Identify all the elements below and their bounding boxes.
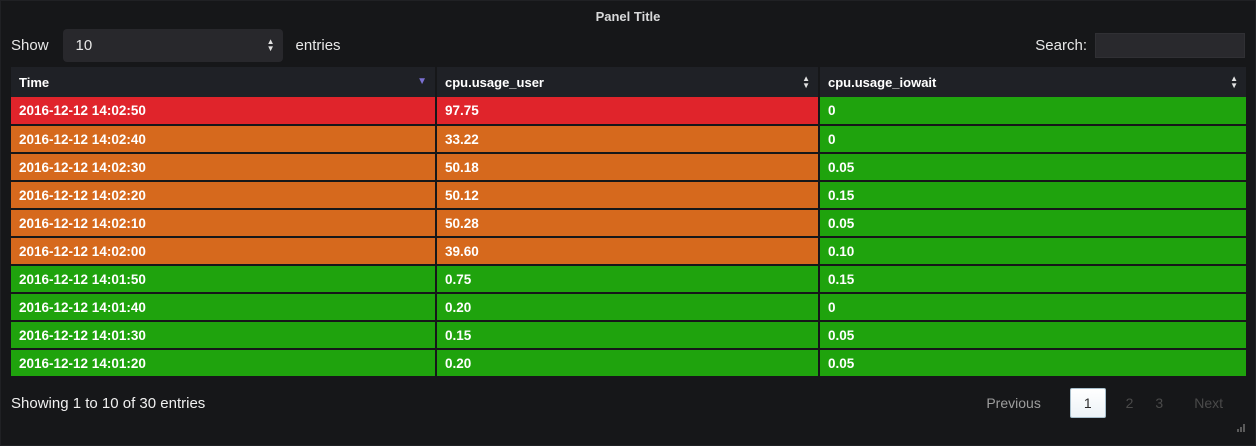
value-cell: 0 [818,125,1246,154]
table-row: 2016-12-12 14:01:50 0.75 0.15 [11,265,1246,294]
value-cell: 0.15 [818,181,1246,210]
time-cell: 2016-12-12 14:02:40 [11,125,436,154]
table-row: 2016-12-12 14:01:40 0.20 0 [11,293,1246,322]
value-cell: 0.75 [435,265,819,294]
value-cell: 0.15 [435,321,819,350]
value-cell: 33.22 [435,125,819,154]
time-cell: 2016-12-12 14:02:30 [11,153,436,182]
table-row: 2016-12-12 14:02:20 50.12 0.15 [11,181,1246,210]
value-cell: 39.60 [435,237,819,266]
value-cell: 0.05 [818,209,1246,238]
value-cell: 0.15 [818,265,1246,294]
sort-descending-icon: ▼ [417,76,427,87]
table-header-row: Time ▼ cpu.usage_user ▲ ▼ cpu.usage_iowait ▲ ▼ [11,67,1246,97]
show-entries-control: Show 10 ▲ ▼ entries [11,28,341,62]
value-cell: 97.75 [435,97,819,126]
time-cell: 2016-12-12 14:02:00 [11,237,436,266]
table-row: 2016-12-12 14:02:50 97.75 0 [11,97,1246,126]
value-cell: 0.10 [818,237,1246,266]
sort-both-icon: ▲ ▼ [802,74,810,90]
value-cell: 0.05 [818,349,1246,378]
time-cell: 2016-12-12 14:01:30 [11,321,436,350]
page-size-value: 10 [75,36,93,54]
table-row: 2016-12-12 14:02:40 33.22 0 [11,125,1246,154]
value-cell: 0.05 [818,153,1246,182]
page-buttons: 1 2 3 [1061,388,1174,418]
previous-button[interactable]: Previous [986,395,1041,411]
value-cell: 50.12 [435,181,819,210]
time-cell: 2016-12-12 14:02:10 [11,209,436,238]
value-cell: 50.18 [435,153,819,182]
table-body: 2016-12-12 14:02:50 97.75 0 2016-12-12 14:0… [11,97,1246,378]
showing-info: Showing 1 to 10 of 30 entries [11,394,206,412]
time-cell: 2016-12-12 14:02:20 [11,181,436,210]
page-button-2[interactable]: 2 [1125,395,1134,411]
panel-title[interactable]: Panel Title [595,9,661,24]
pagination: Previous 1 2 3 Next [986,388,1223,418]
value-cell: 50.28 [435,209,819,238]
sort-both-icon: ▲ ▼ [1230,74,1238,90]
table-row: 2016-12-12 14:02:10 50.28 0.05 [11,209,1246,238]
time-cell: 2016-12-12 14:02:50 [11,97,436,126]
entries-label: entries [295,36,341,54]
data-table: Time ▼ cpu.usage_user ▲ ▼ cpu.usage_iowait ▲ ▼ … [11,67,1246,378]
table-controls: Show 10 ▲ ▼ entries Search: [11,27,1245,63]
column-header-label: cpu.usage_iowait [828,74,937,90]
next-button[interactable]: Next [1194,395,1223,411]
panel-resize-grip-icon[interactable] [1236,424,1245,432]
value-cell: 0.05 [818,321,1246,350]
search-control: Search: [1035,32,1245,58]
value-cell: 0 [818,97,1246,126]
data-table-wrapper: Time ▼ cpu.usage_user ▲ ▼ cpu.usage_iowait ▲ ▼ … [11,67,1246,378]
time-cell: 2016-12-12 14:01:20 [11,349,436,378]
page-button-3[interactable]: 3 [1155,395,1164,411]
column-header-cpu-usage-iowait[interactable]: cpu.usage_iowait ▲ ▼ [818,67,1246,97]
search-label: Search: [1035,36,1087,54]
value-cell: 0.20 [435,349,819,378]
time-cell: 2016-12-12 14:01:50 [11,265,436,294]
table-footer: Showing 1 to 10 of 30 entries Previous 1… [1,378,1255,428]
time-cell: 2016-12-12 14:01:40 [11,293,436,322]
column-header-label: cpu.usage_user [445,74,544,90]
select-arrows-icon: ▲ ▼ [266,37,275,53]
page-button-1[interactable]: 1 [1069,388,1106,418]
column-header-cpu-usage-user[interactable]: cpu.usage_user ▲ ▼ [435,67,819,97]
column-header-label: Time [19,74,50,90]
value-cell: 0 [818,293,1246,322]
column-header-time[interactable]: Time ▼ [11,67,436,97]
table-row: 2016-12-12 14:02:30 50.18 0.05 [11,153,1246,182]
page-size-select[interactable]: 10 ▲ ▼ [62,28,283,62]
search-input[interactable] [1095,32,1245,58]
value-cell: 0.20 [435,293,819,322]
table-row: 2016-12-12 14:02:00 39.60 0.10 [11,237,1246,266]
show-label: Show [11,36,49,54]
table-row: 2016-12-12 14:01:30 0.15 0.05 [11,321,1246,350]
table-row: 2016-12-12 14:01:20 0.20 0.05 [11,349,1246,378]
